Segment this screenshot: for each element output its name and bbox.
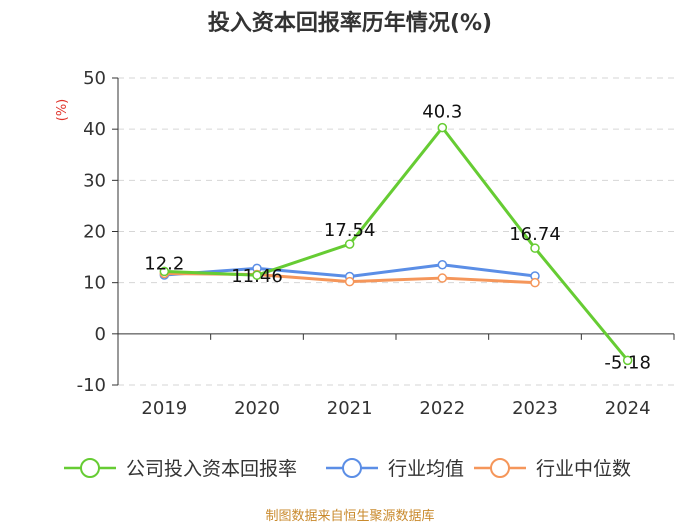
chart-title: 投入资本回报率历年情况(%) xyxy=(208,10,492,36)
y-axis-unit-label: (%) xyxy=(55,99,70,122)
legend-item-0[interactable]: 公司投入资本回报率 xyxy=(64,458,297,480)
data-point-s0-4[interactable] xyxy=(530,243,540,253)
data-label-0: 12.2 xyxy=(144,253,184,274)
data-label-4: 16.74 xyxy=(509,224,561,245)
x-tick-label-2019: 2019 xyxy=(141,398,187,419)
data-source-note: 制图数据来自恒生聚源数据库 xyxy=(265,508,434,524)
series-line-0 xyxy=(164,126,629,362)
series-lines xyxy=(159,122,633,366)
data-point-s0-3[interactable] xyxy=(437,122,448,133)
legend[interactable]: 公司投入资本回报率 行业均值 行业中位数 xyxy=(64,458,631,480)
y-tick-label-2: 10 xyxy=(83,273,106,294)
data-label-2: 17.54 xyxy=(324,220,376,241)
legend-swatch-marker-1 xyxy=(342,458,362,478)
data-point-s0-1[interactable] xyxy=(252,270,262,280)
legend-label-0: 公司投入资本回报率 xyxy=(126,458,297,480)
y-tick-label-1: 0 xyxy=(95,324,106,345)
grid-lines xyxy=(118,77,674,386)
data-point-s2-2[interactable] xyxy=(344,276,355,287)
y-tick-label-6: 50 xyxy=(83,68,106,89)
data-point-s0-0[interactable] xyxy=(159,266,170,277)
data-point-s1-3[interactable] xyxy=(437,260,448,270)
legend-item-2[interactable]: 行业中位数 xyxy=(474,458,631,480)
y-tick-label-4: 30 xyxy=(83,170,106,191)
x-tick-label-2020: 2020 xyxy=(234,398,280,419)
data-label-5: -5.18 xyxy=(604,352,651,373)
axes: -10 0 10 20 30 40 50 2019 2020 2021 2022 2023 2024 xyxy=(77,68,675,419)
data-point-s2-4[interactable] xyxy=(530,277,540,288)
x-tick-label-2023: 2023 xyxy=(512,398,558,419)
legend-label-2: 行业中位数 xyxy=(536,458,631,480)
legend-swatch-marker-2 xyxy=(490,458,510,478)
data-point-s0-2[interactable] xyxy=(344,239,355,249)
data-point-s2-3[interactable] xyxy=(437,273,448,283)
data-label-1: 11.46 xyxy=(231,266,283,287)
legend-swatch-marker-0 xyxy=(80,458,100,478)
legend-item-1[interactable]: 行业均值 xyxy=(326,458,464,480)
data-label-3: 40.3 xyxy=(422,102,462,123)
data-labels: 12.2 11.46 17.54 40.3 16.74 -5.18 xyxy=(144,102,651,374)
data-point-s0-5[interactable] xyxy=(622,355,633,366)
x-tick-label-2024: 2024 xyxy=(605,398,651,419)
y-tick-label-5: 40 xyxy=(83,119,106,140)
x-tick-label-2022: 2022 xyxy=(419,398,465,419)
y-tick-label-3: 20 xyxy=(83,222,106,243)
y-tick-label-0: -10 xyxy=(77,375,106,396)
legend-label-1: 行业均值 xyxy=(388,458,464,480)
x-tick-label-2021: 2021 xyxy=(327,398,373,419)
